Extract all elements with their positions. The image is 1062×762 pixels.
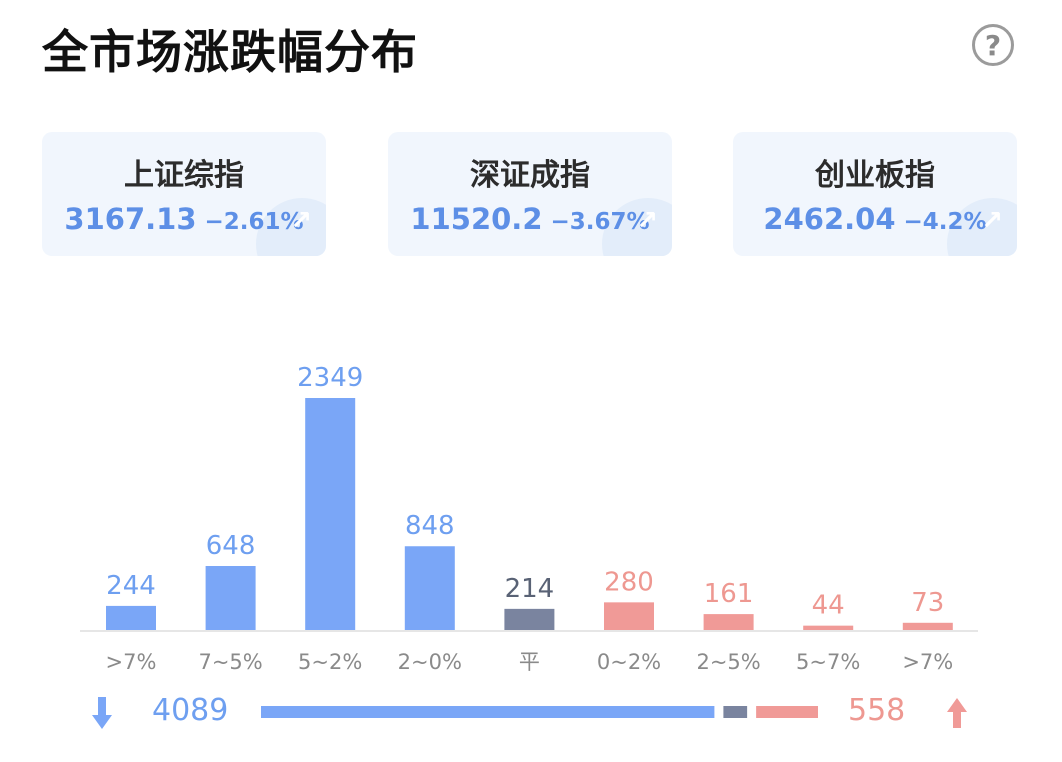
tick-label-1: 7~5% — [198, 650, 262, 674]
page-title: 全市场涨跌幅分布 — [42, 25, 418, 79]
bar-8 — [902, 622, 953, 630]
data-label-7: 44 — [812, 591, 845, 621]
tick-label-3: 2~0% — [398, 650, 462, 674]
index-change: −4.2% — [903, 209, 987, 235]
trend-arrow-icon: ↗ — [290, 206, 312, 236]
index-card-chinext[interactable]: 创业板指 2462.04 −4.2% ↗ — [733, 132, 1017, 256]
index-value: 2462.04 — [763, 202, 896, 236]
tick-label-8: >7% — [902, 650, 953, 674]
index-card-sse[interactable]: 上证综指 3167.13 −2.61% ↗ — [42, 132, 326, 256]
arrow-down-icon — [92, 697, 112, 729]
bar-3 — [404, 546, 455, 630]
tick-label-0: >7% — [106, 650, 157, 674]
up-total: 558 — [848, 693, 906, 728]
summary-bar-down — [261, 706, 715, 718]
index-name: 创业板指 — [815, 158, 935, 193]
bar-2 — [305, 398, 356, 630]
tick-label-6: 2~5% — [696, 650, 760, 674]
bar-5 — [604, 602, 654, 630]
index-value: 11520.2 — [410, 202, 543, 236]
bar-6 — [703, 614, 754, 630]
tick-label-4: 平 — [519, 650, 540, 674]
index-change: −2.61% — [204, 209, 304, 235]
data-label-2: 2349 — [297, 363, 363, 393]
data-label-0: 244 — [106, 571, 156, 601]
summary-bar-up — [756, 706, 818, 718]
index-value: 3167.13 — [64, 202, 197, 236]
index-name: 上证综指 — [124, 158, 244, 193]
trend-arrow-icon: ↗ — [981, 206, 1003, 236]
index-change: −3.67% — [550, 209, 650, 235]
data-label-1: 648 — [206, 531, 256, 561]
bar-1 — [205, 566, 256, 630]
tick-label-7: 5~7% — [796, 650, 860, 674]
data-label-8: 73 — [911, 588, 944, 618]
bar-7 — [803, 625, 854, 630]
tick-label-5: 0~2% — [597, 650, 661, 674]
data-label-6: 161 — [704, 579, 754, 609]
trend-arrow-icon: ↗ — [636, 206, 658, 236]
question-circle-icon[interactable]: ? — [972, 24, 1014, 66]
data-label-5: 280 — [604, 567, 654, 597]
bar-4 — [504, 608, 555, 630]
summary-bar-flat — [723, 706, 748, 718]
bar-0 — [106, 605, 156, 630]
arrow-up-icon — [947, 698, 967, 728]
tick-label-2: 5~2% — [298, 650, 362, 674]
index-name: 深证成指 — [470, 158, 590, 193]
data-label-3: 848 — [405, 511, 455, 541]
down-total: 4089 — [152, 693, 229, 728]
data-label-4: 214 — [505, 574, 555, 604]
index-card-szse[interactable]: 深证成指 11520.2 −3.67% ↗ — [388, 132, 672, 256]
